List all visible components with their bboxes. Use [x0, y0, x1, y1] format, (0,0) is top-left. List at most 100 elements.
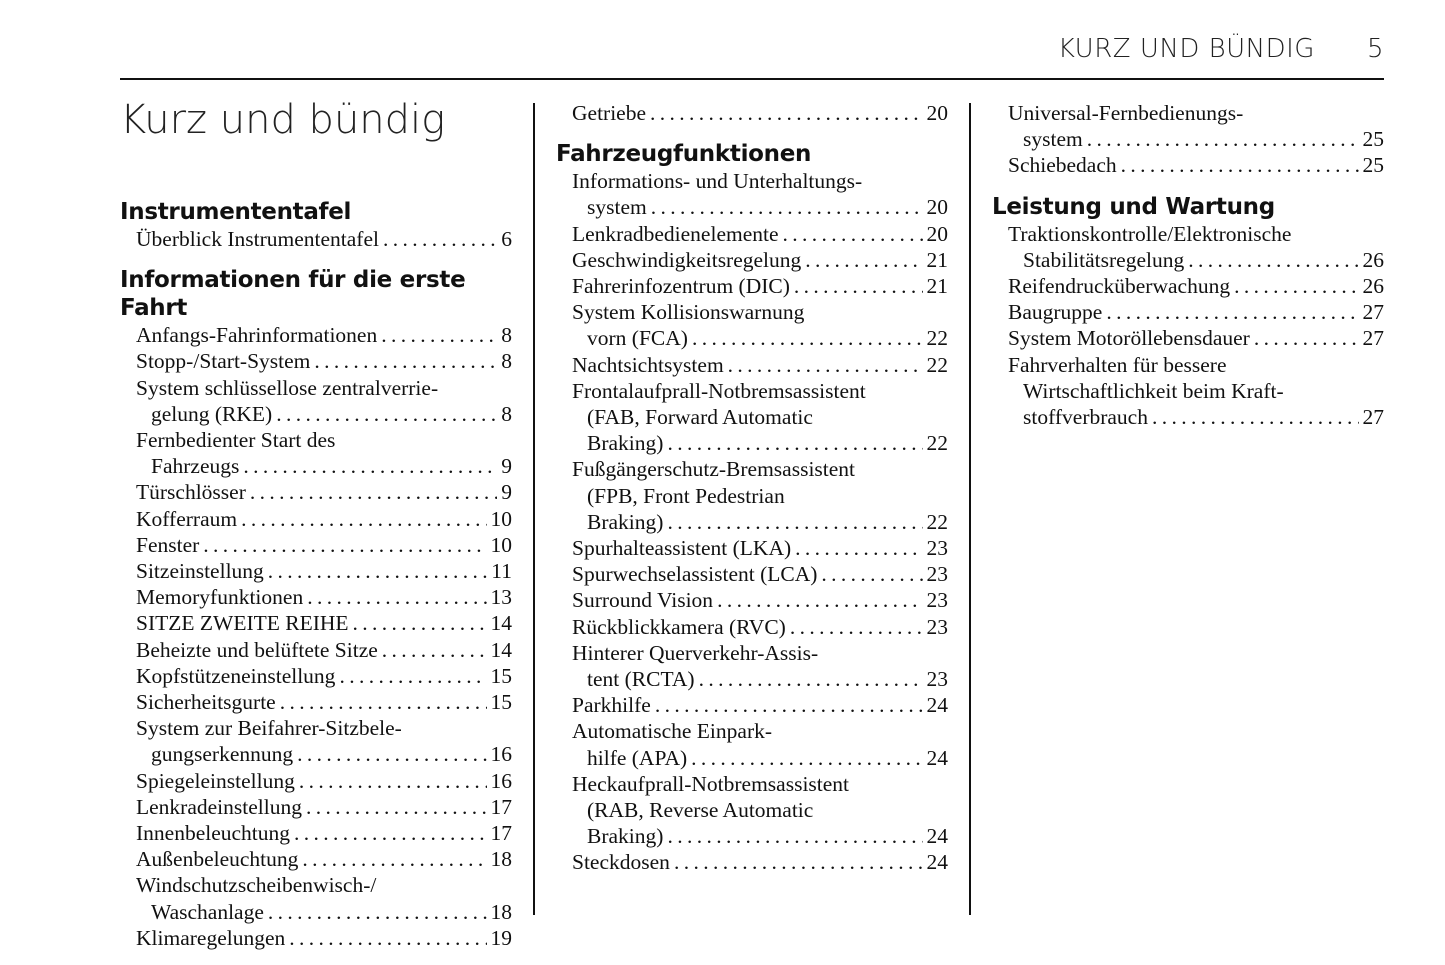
toc-entry[interactable]: Stopp-/Start-System 8	[120, 348, 512, 374]
toc-entry[interactable]: Frontalaufprall-Notbremsassistent (FAB, F…	[556, 378, 948, 457]
dot-leader	[243, 453, 497, 479]
toc-entry-text: Baugruppe	[1008, 300, 1103, 325]
toc-entry[interactable]: Getriebe 20	[556, 100, 948, 126]
toc-entry[interactable]: Spurwechselassistent (LCA) 23	[556, 561, 948, 587]
toc-entry-text: Getriebe	[572, 101, 647, 125]
dot-leader	[289, 925, 486, 951]
toc-entry-last-line: tent (RCTA) 23	[572, 666, 948, 692]
toc-entry-line: Fernbedienter Start des	[136, 428, 336, 453]
toc-entry[interactable]: Lenkradeinstellung 17	[120, 794, 512, 820]
toc-entry[interactable]: Parkhilfe 24	[556, 692, 948, 718]
dot-leader	[203, 532, 486, 558]
dot-leader	[1188, 247, 1358, 273]
toc-page-number: 10	[490, 506, 513, 531]
toc-page-number: 26	[1362, 247, 1385, 272]
toc-entry-text: Geschwindigkeitsregelung	[572, 247, 802, 272]
toc-entry[interactable]: System schlüssellose zentralverrie-gelun…	[120, 375, 512, 427]
toc-entry-text: Waschanlage	[151, 899, 264, 924]
toc-entry-last-line: Anfangs-Fahrinformationen 8	[136, 322, 512, 348]
toc-entry-last-line: Sitzeinstellung 11	[136, 558, 512, 584]
toc-entry[interactable]: Windschutzscheibenwisch-/Waschanlage 18	[120, 872, 512, 924]
toc-entry[interactable]: Geschwindigkeitsregelung 21	[556, 247, 948, 273]
toc-entry-last-line: Surround Vision 23	[572, 587, 948, 613]
toc-entry[interactable]: Kopfstützeneinstellung 15	[120, 663, 512, 689]
dot-leader	[383, 226, 497, 252]
toc-entry-last-line: Parkhilfe 24	[572, 692, 948, 718]
dot-leader	[1152, 404, 1359, 430]
dot-leader	[382, 637, 487, 663]
toc-entry-text: Stabilitätsregelung	[1023, 247, 1185, 272]
toc-entry[interactable]: Steckdosen 24	[556, 849, 948, 875]
toc-page-number: 18	[490, 899, 513, 924]
dot-leader	[306, 794, 487, 820]
toc-entry-text: Türschlösser	[136, 480, 246, 505]
dot-leader	[299, 768, 487, 794]
toc-entry[interactable]: Klimaregelungen 19	[120, 925, 512, 951]
toc-page-number: 11	[491, 559, 512, 584]
toc-entry[interactable]: Fahrverhalten für bessere Wirtschaftlichk…	[992, 352, 1384, 431]
toc-entry[interactable]: Baugruppe 27	[992, 299, 1384, 325]
toc-entry-line: (RAB, Reverse Automatic	[587, 798, 814, 823]
header-rule	[120, 78, 1384, 80]
toc-entry-last-line: stoffverbrauch 27	[1008, 404, 1384, 430]
toc-entry[interactable]: Universal-Fernbedienungs-system 25	[992, 100, 1384, 152]
toc-page-number: 25	[1362, 153, 1385, 178]
toc-entry-last-line: Baugruppe 27	[1008, 299, 1384, 325]
toc-entry-last-line: Spurwechselassistent (LCA) 23	[572, 561, 948, 587]
toc-entry-text: Spurhalteassistent (LKA)	[572, 536, 792, 561]
toc-entry[interactable]: Heckaufprall-Notbremsassistent (RAB, Reve…	[556, 771, 948, 850]
toc-entry-text: Parkhilfe	[572, 693, 651, 718]
dot-leader	[297, 741, 486, 767]
toc-entry[interactable]: Kofferraum 10	[120, 506, 512, 532]
toc-column-1: Kurz und bündig Instrumententafel Überblic…	[120, 98, 512, 951]
toc-entry[interactable]: Fußgängerschutz-Bremsassistent (FPB, Fron…	[556, 456, 948, 535]
toc-entry[interactable]: Reifendrucküberwachung 26	[992, 273, 1384, 299]
toc-entry[interactable]: Spiegeleinstellung 16	[120, 768, 512, 794]
toc-entry[interactable]: Automatische Einpark-hilfe (APA) 24	[556, 718, 948, 770]
dot-leader	[314, 348, 497, 374]
toc-entry[interactable]: System zur Beifahrer-Sitzbele-gungserken…	[120, 715, 512, 767]
toc-entry[interactable]: Innenbeleuchtung 17	[120, 820, 512, 846]
toc-entry[interactable]: Sicherheitsgurte 15	[120, 689, 512, 715]
toc-page-number: 20	[926, 195, 949, 220]
toc-page-number: 17	[490, 794, 513, 819]
toc-entry-text: Reifendrucküberwachung	[1008, 274, 1231, 299]
toc-entry[interactable]: Memoryfunktionen 13	[120, 584, 512, 610]
toc-entry[interactable]: Überblick Instrumententafel 6	[120, 226, 512, 252]
dot-leader	[250, 479, 497, 505]
toc-entry[interactable]: Beheizte und belüftete Sitze 14	[120, 637, 512, 663]
toc-entry[interactable]: Spurhalteassistent (LKA) 23	[556, 535, 948, 561]
toc-entry-text: Innenbeleuchtung	[136, 821, 291, 846]
toc-entry[interactable]: Rückblickkamera (RVC) 23	[556, 614, 948, 640]
toc-entry[interactable]: Traktionskontrolle/Elektronische Stabilit…	[992, 221, 1384, 273]
toc-entry-last-line: Fahrerinfozentrum (DIC) 21	[572, 273, 948, 299]
toc-entry-text: vorn (FCA)	[587, 326, 688, 351]
toc-page-number: 22	[926, 326, 949, 351]
toc-entry[interactable]: Anfangs-Fahrinformationen 8	[120, 322, 512, 348]
toc-entry[interactable]: Informations- und Unterhaltungs-system 20	[556, 168, 948, 220]
toc-entry-last-line: system 25	[1008, 126, 1384, 152]
toc-entry[interactable]: System Motoröllebensdauer 27	[992, 325, 1384, 351]
toc-page-number: 23	[926, 562, 949, 587]
toc-entry-text: Braking)	[587, 431, 664, 456]
toc-entry[interactable]: Nachtsichtsystem 22	[556, 352, 948, 378]
toc-entry-line: Heckaufprall-Notbremsassistent	[572, 771, 850, 796]
toc-entry[interactable]: Sitzeinstellung 11	[120, 558, 512, 584]
toc-entry[interactable]: Surround Vision 23	[556, 587, 948, 613]
toc-entry[interactable]: SITZE ZWEITE REIHE 14	[120, 610, 512, 636]
toc-entry[interactable]: Außenbeleuchtung 18	[120, 846, 512, 872]
toc-entry-text: Schiebedach	[1008, 153, 1117, 178]
toc-entry-text: Spiegeleinstellung	[136, 768, 295, 793]
toc-column-3: Universal-Fernbedienungs-system25Schiebe…	[992, 100, 1384, 430]
toc-entry[interactable]: Lenkradbedienelemente 20	[556, 221, 948, 247]
toc-entry-line: Wirtschaftlichkeit beim Kraft-	[1023, 378, 1284, 403]
toc-entry[interactable]: Fenster 10	[120, 532, 512, 558]
toc-entry[interactable]: Türschlösser 9	[120, 479, 512, 505]
toc-entry[interactable]: Schiebedach 25	[992, 152, 1384, 178]
toc-entry-last-line: Beheizte und belüftete Sitze 14	[136, 637, 512, 663]
toc-entry[interactable]: Hinterer Querverkehr-Assis-tent (RCTA) 23	[556, 640, 948, 692]
toc-entry-text: Fahrerinfozentrum (DIC)	[572, 274, 790, 299]
toc-entry[interactable]: Fahrerinfozentrum (DIC) 21	[556, 273, 948, 299]
